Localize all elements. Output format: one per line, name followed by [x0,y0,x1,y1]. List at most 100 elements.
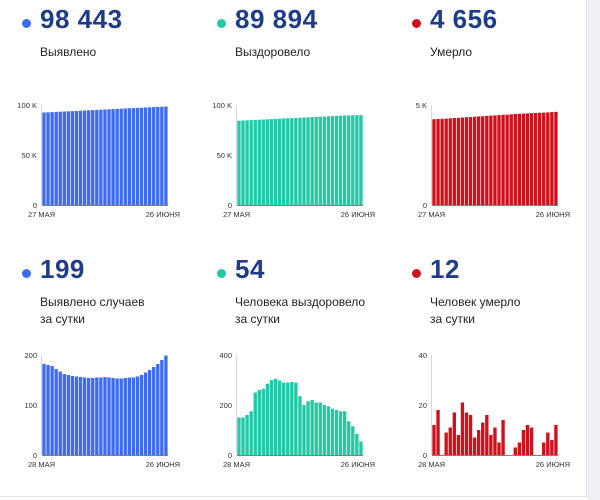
y-tick-label: 40 [419,351,427,360]
bar [249,120,253,205]
bar [501,114,505,205]
bar [554,111,558,205]
bar [347,115,351,205]
bar [58,371,62,455]
bar [342,411,347,455]
y-tick-label: 400 [219,351,232,360]
bar [143,107,148,205]
y-tick-label: 0 [423,201,427,210]
bar [302,117,306,205]
bar [152,107,156,205]
x-tick-label-end: 26 ИЮНЯ [536,460,570,469]
bar [95,109,99,205]
bar [302,405,306,455]
bar [529,113,534,205]
bar [139,107,144,205]
y-tick-label: 200 [24,351,37,360]
bar [273,118,278,205]
bar [257,390,261,455]
bar [334,115,339,205]
bar [326,116,331,205]
bar [290,382,294,455]
y-tick-label: 5 K [416,101,427,110]
bar [432,119,436,205]
bar [277,118,282,205]
bar [513,447,517,455]
bar [546,432,550,455]
bar [156,364,160,455]
bar [135,107,140,205]
bar [147,370,152,455]
bar [62,374,66,455]
bar [472,437,477,455]
bar [468,415,473,455]
bar [294,382,298,455]
bar [517,442,522,455]
x-tick-label-start: 28 МАЯ [418,460,445,469]
bar [322,405,327,455]
panel-detected: 98 443 Выявлено 100 K 50 K 0 27 МАЯ 26 ИЮНЯ [0,0,195,240]
bar [241,417,245,455]
y-tick-label: 200 [219,401,232,410]
bar [82,110,87,205]
bar [42,364,46,455]
bar [261,388,266,455]
y-tick-label: 0 [228,201,232,210]
bar [359,441,363,455]
bar [521,113,526,205]
bar-chart: 100 K 50 K 027 МАЯ 26 ИЮНЯ [17,101,180,219]
bar [525,113,530,205]
bar [485,415,489,455]
scrollbar-track[interactable] [587,0,600,500]
x-tick-label-start: 27 МАЯ [223,210,250,219]
bar [347,421,351,455]
x-tick-label-end: 26 ИЮНЯ [146,460,180,469]
bar [103,109,107,205]
bar [70,111,75,205]
bar [131,108,136,205]
stat-label: Умерло [430,45,473,59]
bar [257,119,261,205]
bar [107,109,111,205]
bar [493,115,497,205]
bar [286,382,290,455]
bar [123,108,127,205]
bar [351,426,355,455]
bar [444,118,448,205]
bar [529,427,534,455]
bar [477,116,481,205]
bar [66,375,71,455]
x-tick-label-end: 26 ИЮНЯ [341,460,375,469]
bar [440,118,444,205]
bar [135,376,140,455]
bar [546,112,550,205]
y-tick-label: 100 [24,401,37,410]
bar [554,425,558,455]
bar [306,117,310,205]
bar [46,365,50,455]
bar [452,118,456,205]
bar [78,110,83,205]
legend-dot-icon [412,269,421,278]
bar [342,115,347,205]
bar [452,412,456,455]
legend-dot-icon [22,19,31,28]
bar [542,442,546,455]
bar [338,411,343,455]
bar [265,383,270,455]
bar [525,425,530,455]
bar [87,378,91,455]
y-tick-label: 0 [228,451,232,460]
x-tick-label-start: 27 МАЯ [418,210,445,219]
bar [456,117,461,205]
bar [310,117,314,205]
panel-detected-daily: 199 Выявлено случаев за сутки 200 100 0 28 МАЯ… [0,250,195,490]
bar-chart: 40 20 028 МАЯ 26 ИЮНЯ [418,351,570,469]
bar [103,377,107,455]
stat-label: Выздоровело [235,45,311,59]
legend-dot-icon [22,269,31,278]
bar [70,376,75,455]
bar [436,410,440,455]
bar [253,392,257,455]
bar [513,114,517,205]
